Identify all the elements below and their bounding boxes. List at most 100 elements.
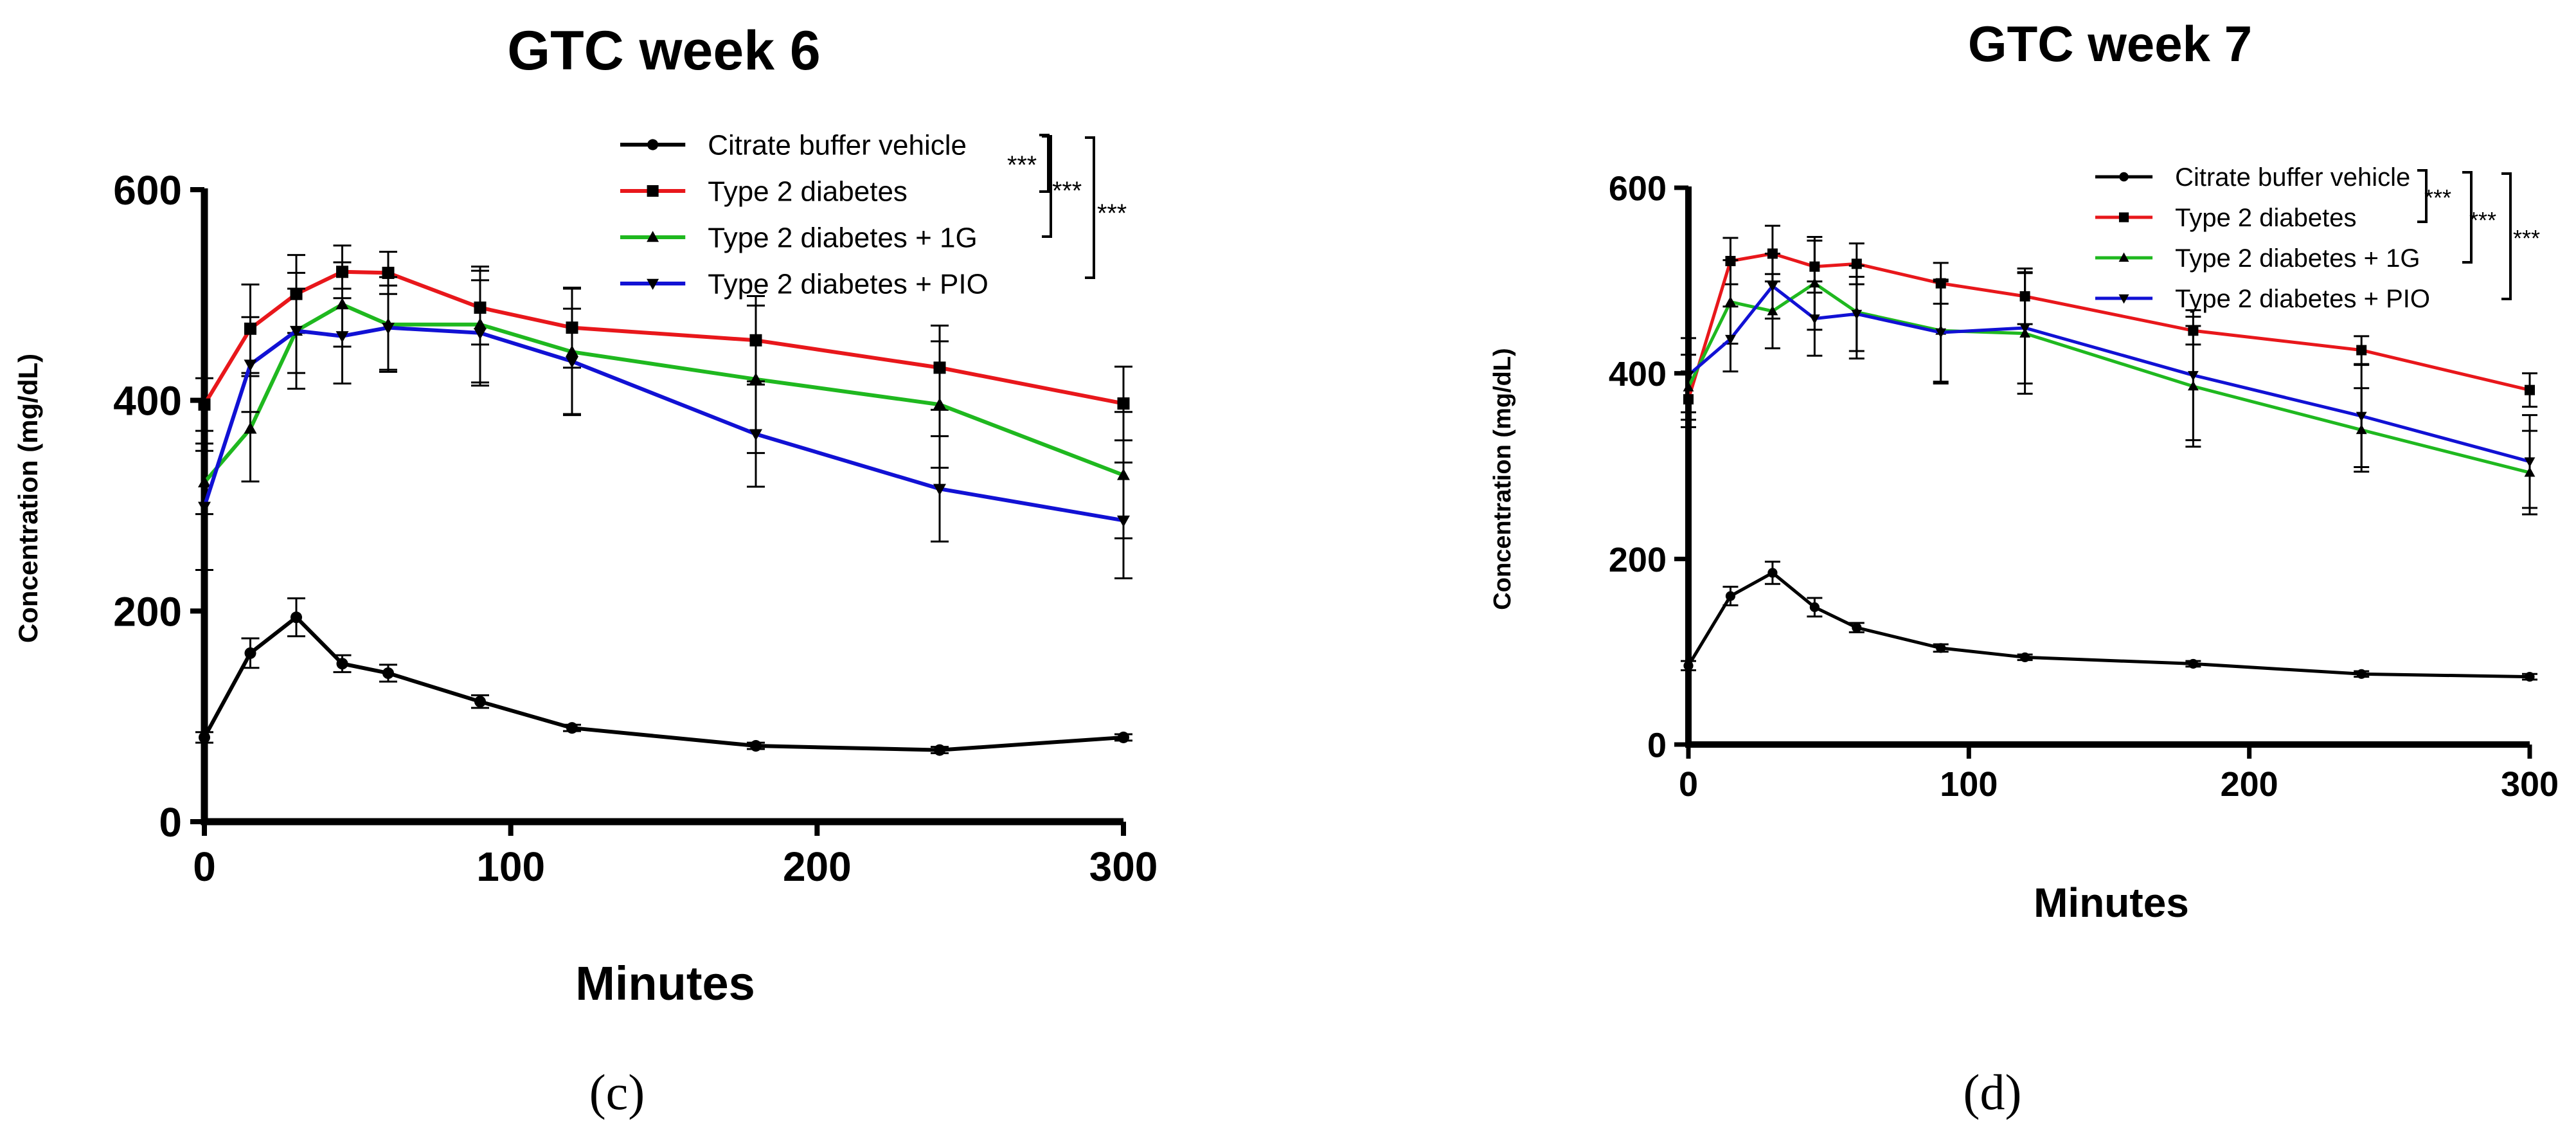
- x-axis-label: Minutes: [2034, 880, 2189, 926]
- significance-label: ***: [2513, 225, 2540, 251]
- legend-label: Type 2 diabetes + 1G: [2175, 244, 2420, 273]
- x-tick-label: 200: [783, 844, 852, 890]
- panel-label: (c): [589, 1064, 645, 1120]
- data-point: [2524, 457, 2536, 467]
- data-point: [749, 740, 762, 752]
- data-point: [1767, 568, 1778, 578]
- series-line: [202, 269, 1124, 406]
- legend-marker: [2118, 294, 2129, 304]
- x-tick-label: 200: [2221, 765, 2278, 804]
- series-0: [195, 597, 1132, 756]
- data-point: [2019, 323, 2030, 334]
- data-point: [335, 331, 349, 343]
- legend-label: Citrate buffer vehicle: [708, 129, 967, 161]
- significance-label: ***: [1052, 177, 1082, 205]
- series-3: [195, 279, 1132, 580]
- panel-label: (d): [1963, 1064, 2022, 1120]
- data-point: [244, 422, 257, 434]
- data-point: [1935, 328, 1947, 338]
- significance-bracket: [1042, 135, 1052, 238]
- series-1: [195, 244, 1132, 442]
- significance-label: ***: [2469, 207, 2496, 233]
- series-3: [1681, 252, 2537, 509]
- y-tick-label: 600: [113, 167, 182, 213]
- y-tick-label: 200: [113, 588, 182, 635]
- data-point: [474, 696, 487, 708]
- data-point: [382, 323, 395, 335]
- data-point: [2188, 658, 2198, 669]
- significance-bracket: [2462, 171, 2473, 264]
- significance-label: ***: [1007, 151, 1037, 179]
- x-tick-label: 100: [476, 844, 545, 890]
- data-point: [1809, 314, 1820, 325]
- series-line: [1686, 282, 2530, 474]
- significance-bracket: [2501, 172, 2512, 300]
- data-point: [933, 397, 946, 410]
- data-point: [749, 429, 762, 441]
- data-point: [1851, 309, 1863, 320]
- data-point: [244, 359, 257, 372]
- series-line: [202, 302, 1125, 484]
- data-point: [1725, 296, 1736, 306]
- data-point: [382, 266, 395, 279]
- series-line: [1687, 284, 2530, 464]
- data-point: [1683, 660, 1694, 671]
- legend-marker: [2118, 252, 2129, 262]
- data-point: [2525, 672, 2535, 682]
- legend-marker: [647, 231, 659, 242]
- chart-title: GTC week 6: [507, 20, 821, 82]
- y-tick-label: 400: [1609, 355, 1667, 393]
- legend-marker: [647, 139, 659, 150]
- data-point: [382, 667, 395, 680]
- data-point: [2188, 371, 2199, 381]
- series-line: [1686, 251, 2530, 400]
- series-2: [1681, 235, 2537, 516]
- legend-marker: [2118, 212, 2129, 222]
- legend-label: Type 2 diabetes: [708, 176, 908, 207]
- data-point: [933, 483, 946, 496]
- data-point: [198, 731, 211, 743]
- data-point: [1683, 371, 1694, 381]
- series-line: [1686, 571, 2530, 679]
- x-tick-label: 300: [2501, 765, 2559, 804]
- legend-label: Type 2 diabetes + PIO: [708, 268, 988, 300]
- data-point: [290, 325, 303, 338]
- data-point: [290, 611, 303, 624]
- legend-label: Type 2 diabetes: [2175, 204, 2356, 232]
- series-line: [202, 615, 1124, 752]
- data-point: [244, 647, 256, 659]
- data-point: [1117, 397, 1130, 410]
- x-tick-label: 300: [1089, 844, 1158, 890]
- data-point: [2356, 411, 2367, 422]
- significance-label: ***: [2424, 185, 2451, 211]
- y-tick-label: 0: [159, 799, 182, 845]
- legend-label: Citrate buffer vehicle: [2175, 163, 2410, 192]
- data-point: [2020, 652, 2030, 662]
- data-point: [566, 356, 578, 368]
- data-point: [474, 328, 487, 340]
- data-point: [2356, 669, 2366, 679]
- legend-marker: [2119, 172, 2129, 182]
- significance-bracket: [1039, 134, 1050, 193]
- x-tick-label: 0: [1679, 765, 1698, 804]
- data-point: [566, 722, 578, 734]
- legend-label: Type 2 diabetes + PIO: [2175, 285, 2430, 313]
- data-point: [1725, 591, 1736, 601]
- x-tick-label: 100: [1940, 765, 1998, 804]
- data-point: [1117, 515, 1130, 527]
- chart-panel-0: GTC week 6 0 200 400 600 0 100 200 300 Minutes Con…: [13, 20, 1158, 1120]
- legend-marker: [647, 278, 659, 290]
- data-point: [198, 501, 211, 514]
- data-point: [933, 744, 946, 756]
- data-point: [2356, 345, 2367, 356]
- data-point: [1936, 643, 1946, 653]
- data-point: [1809, 602, 1820, 612]
- x-tick-label: 0: [193, 844, 216, 890]
- significance-label: ***: [1097, 199, 1127, 228]
- data-point: [1852, 622, 1862, 633]
- legend-marker: [647, 185, 659, 197]
- data-point: [336, 658, 348, 670]
- series-0: [1681, 561, 2537, 682]
- data-point: [1117, 731, 1130, 743]
